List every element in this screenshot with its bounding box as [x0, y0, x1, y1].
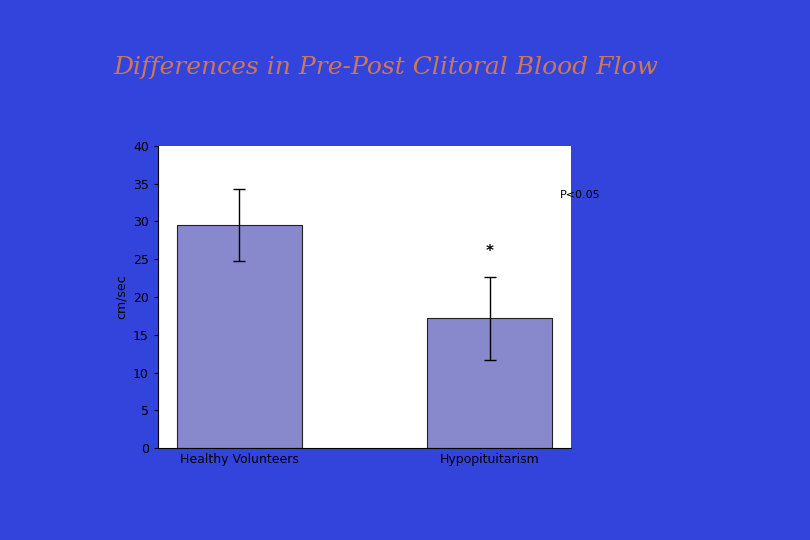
Text: Differences in Pre-Post Clitoral Blood Flow: Differences in Pre-Post Clitoral Blood F…	[113, 56, 659, 79]
Bar	[177, 225, 302, 448]
Y-axis label: cm/sec: cm/sec	[114, 275, 127, 319]
Text: *: *	[486, 244, 493, 259]
Text: P<0.05: P<0.05	[560, 190, 600, 200]
Bar	[427, 318, 552, 448]
